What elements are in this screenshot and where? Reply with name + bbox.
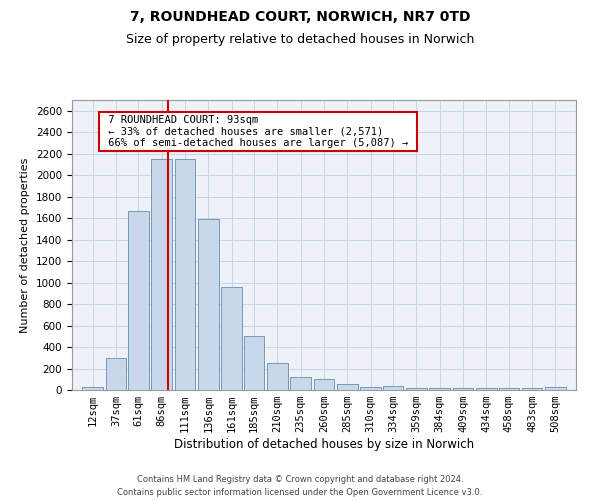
Bar <box>361 387 381 390</box>
Bar <box>430 388 450 390</box>
Bar <box>406 388 427 390</box>
Bar <box>175 159 195 390</box>
Bar <box>383 386 403 390</box>
Bar <box>82 388 103 390</box>
Bar <box>267 363 287 390</box>
Text: Contains HM Land Registry data © Crown copyright and database right 2024.: Contains HM Land Registry data © Crown c… <box>137 476 463 484</box>
Bar <box>545 388 566 390</box>
Bar <box>314 380 334 390</box>
Text: 7 ROUNDHEAD COURT: 93sqm
 ← 33% of detached houses are smaller (2,571)
 66% of s: 7 ROUNDHEAD COURT: 93sqm ← 33% of detach… <box>102 115 415 148</box>
Text: Size of property relative to detached houses in Norwich: Size of property relative to detached ho… <box>126 32 474 46</box>
Bar <box>244 336 264 390</box>
Bar <box>337 384 358 390</box>
Bar <box>128 210 149 390</box>
Text: 7, ROUNDHEAD COURT, NORWICH, NR7 0TD: 7, ROUNDHEAD COURT, NORWICH, NR7 0TD <box>130 10 470 24</box>
X-axis label: Distribution of detached houses by size in Norwich: Distribution of detached houses by size … <box>174 438 474 451</box>
Bar <box>221 287 242 390</box>
Bar <box>476 388 497 390</box>
Text: Contains public sector information licensed under the Open Government Licence v3: Contains public sector information licen… <box>118 488 482 497</box>
Bar <box>198 219 218 390</box>
Bar <box>106 358 126 390</box>
Y-axis label: Number of detached properties: Number of detached properties <box>20 158 31 332</box>
Bar <box>453 388 473 390</box>
Bar <box>290 377 311 390</box>
Bar <box>499 388 519 390</box>
Bar <box>151 159 172 390</box>
Bar <box>522 388 542 390</box>
